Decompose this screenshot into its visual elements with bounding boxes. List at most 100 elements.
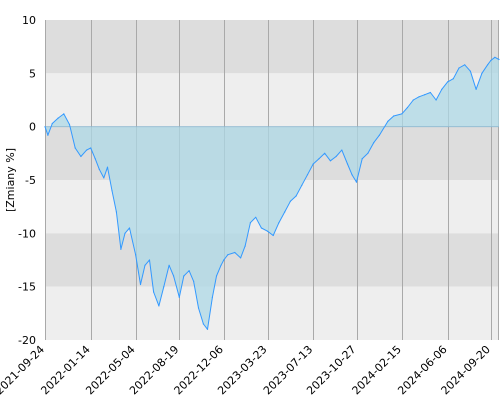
data-point: [498, 58, 500, 61]
y-tick-label: 5: [29, 67, 36, 80]
data-point: [86, 149, 88, 151]
data-point: [98, 168, 100, 170]
y-tick-label: -15: [18, 281, 36, 294]
data-point: [412, 99, 414, 101]
data-point: [284, 211, 286, 213]
data-point: [215, 275, 218, 277]
data-point: [312, 163, 314, 165]
data-point: [329, 160, 331, 162]
data-point: [57, 117, 59, 119]
y-axis-label: [Zmiany %]: [4, 148, 17, 212]
data-point: [94, 158, 96, 160]
data-point: [234, 251, 236, 254]
data-point: [378, 134, 380, 136]
data-point: [464, 64, 466, 66]
y-axis-ticks: 10 5 0 -5 -10 -15 -20: [18, 14, 36, 347]
data-point: [475, 88, 477, 90]
series-line: [44, 56, 500, 330]
data-point: [240, 257, 242, 259]
data-point: [206, 328, 209, 330]
data-point: [202, 323, 204, 325]
data-point: [278, 222, 280, 224]
data-point: [135, 254, 137, 256]
area-layer: [44, 56, 500, 330]
data-point: [90, 147, 92, 149]
background-band: [45, 286, 499, 340]
data-point: [106, 166, 109, 168]
x-axis-ticks: 2021-09-242022-01-142022-05-042022-08-19…: [0, 343, 493, 397]
data-point: [103, 177, 105, 179]
data-point: [139, 283, 142, 286]
y-tick-label: 0: [29, 121, 36, 134]
data-point: [318, 158, 320, 160]
data-point: [351, 174, 353, 176]
data-point: [188, 270, 190, 272]
data-point: [63, 113, 65, 115]
data-point: [223, 259, 225, 261]
data-point: [183, 275, 185, 277]
data-point: [361, 158, 363, 160]
data-point: [74, 147, 76, 149]
data-point: [51, 122, 53, 125]
data-point: [367, 152, 369, 154]
data-point: [487, 64, 489, 66]
data-point: [401, 113, 403, 115]
data-point: [306, 174, 309, 176]
data-point: [387, 120, 389, 122]
data-point: [435, 99, 437, 101]
data-point: [68, 123, 71, 126]
data-point: [346, 163, 349, 165]
data-point: [289, 200, 291, 202]
data-point: [406, 106, 409, 109]
data-point: [227, 254, 229, 256]
data-point: [244, 245, 246, 247]
data-point: [429, 91, 431, 94]
data-point: [260, 227, 262, 229]
data-point: [211, 296, 213, 298]
data-point: [168, 264, 170, 266]
data-point: [418, 96, 420, 98]
data-point: [301, 184, 303, 186]
data-point: [111, 190, 113, 192]
data-point: [373, 142, 375, 144]
data-point: [120, 248, 122, 250]
data-point: [249, 222, 251, 224]
data-point: [452, 78, 454, 80]
background-band: [45, 233, 499, 287]
data-point: [173, 275, 175, 277]
data-point: [47, 134, 49, 136]
data-point: [178, 296, 180, 298]
data-point: [220, 264, 222, 266]
data-point: [124, 232, 126, 234]
data-point: [441, 88, 443, 90]
data-point: [44, 126, 46, 128]
data-point: [341, 149, 343, 151]
data-point: [447, 81, 449, 83]
data-point: [393, 115, 395, 117]
data-point: [197, 307, 200, 309]
data-point: [128, 227, 131, 229]
y-tick-label: 10: [22, 14, 36, 27]
data-point: [255, 216, 257, 218]
data-point: [80, 155, 82, 158]
y-tick-label: -20: [18, 334, 36, 347]
data-point: [153, 291, 155, 293]
data-point: [144, 264, 146, 266]
data-point: [324, 152, 326, 154]
data-point: [266, 230, 269, 232]
data-point: [469, 70, 471, 72]
data-point: [148, 259, 151, 261]
data-point: [490, 59, 492, 62]
background-band: [45, 20, 499, 74]
data-point: [272, 234, 274, 237]
data-point: [355, 181, 358, 183]
data-point: [481, 72, 483, 74]
data-point: [295, 195, 297, 197]
y-tick-label: -10: [18, 227, 36, 240]
data-point: [458, 67, 460, 69]
data-point: [163, 286, 165, 288]
data-point: [158, 305, 160, 307]
data-point: [424, 94, 426, 96]
